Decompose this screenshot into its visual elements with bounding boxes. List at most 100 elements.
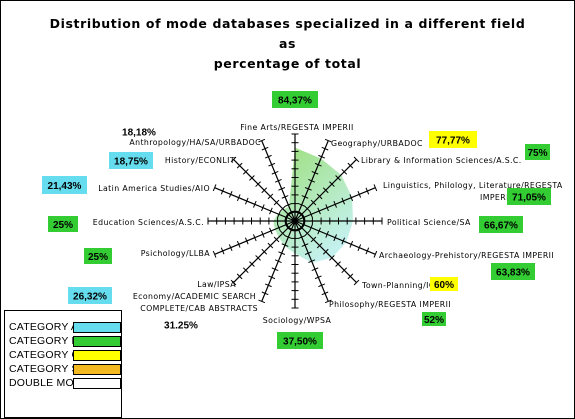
radar-tick: [255, 255, 261, 261]
value-badge-background: [507, 188, 551, 205]
svg-text:25%: 25%: [53, 220, 73, 231]
radar-tick: [261, 187, 268, 194]
radar-tick: [341, 168, 348, 175]
radar-value-label: 60%: [430, 277, 458, 291]
radar-tick: [220, 187, 225, 195]
value-badge-background: [48, 216, 78, 232]
radar-tick: [228, 244, 233, 252]
radar-tick: [274, 259, 282, 263]
radar-tick: [321, 291, 329, 296]
radar-tick: [236, 194, 241, 202]
svg-text:31.25%: 31.25%: [164, 321, 198, 332]
radar-tick: [212, 250, 217, 258]
radar-tick: [253, 234, 257, 242]
radar-axis-label: Linguistics, Philology, Literature/REGES…: [383, 181, 563, 202]
radar-tick: [325, 230, 329, 238]
svg-text:63,83%: 63,83%: [496, 268, 530, 279]
radar-tick: [230, 156, 237, 163]
value-badge-background: [109, 152, 153, 169]
radar-axis-label: Psichology/LLBA: [141, 249, 211, 258]
radar-value-label: 18,75%: [109, 152, 153, 169]
radar-axis-label: Philosophy/REGESTA IMPERII: [329, 300, 451, 309]
radar-tick: [353, 156, 360, 163]
radar-axis-label: Law/IPSA: [197, 280, 236, 289]
radar-tick: [244, 237, 249, 245]
radar-tick: [373, 250, 378, 258]
radar-tick: [268, 275, 276, 280]
radar-tick: [261, 291, 269, 296]
legend-label: CATEGORY B: [9, 335, 79, 347]
radar-tick: [236, 162, 243, 169]
radar-tick: [301, 243, 309, 247]
radar-tick: [321, 146, 329, 151]
radar-tick: [353, 279, 360, 286]
legend-label: DOUBLE MODE: [9, 377, 89, 389]
radar-axis-label: Archaeology-Prehistory/REGESTA IMPERII: [379, 251, 554, 260]
legend-swatch: [73, 350, 121, 361]
radar-tick: [284, 235, 292, 239]
radar-tick: [310, 236, 317, 243]
radar-tick: [284, 203, 292, 207]
radar-tick: [318, 154, 326, 159]
svg-text:Geography/URBADOC: Geography/URBADOC: [331, 139, 423, 148]
radar-tick: [314, 162, 322, 167]
radar-value-label: 63,83%: [491, 263, 535, 280]
radar-axis-label: History/ECONLIT: [165, 156, 235, 165]
radar-tick: [325, 204, 329, 212]
radar-tick: [279, 230, 286, 237]
radar-tick: [304, 251, 312, 255]
radar-tick: [253, 200, 257, 208]
radar-tick: [311, 267, 319, 272]
legend-swatch: [73, 378, 121, 389]
radar-value-label: 77,77%: [429, 131, 477, 148]
radar-tick: [373, 184, 378, 192]
radar-tick: [281, 195, 289, 199]
svg-text:Philosophy/REGESTA IMPERII: Philosophy/REGESTA IMPERII: [329, 300, 451, 309]
radar-tick: [333, 234, 337, 242]
radar-value-label: 18,18%: [122, 128, 156, 139]
radar-tick: [329, 255, 335, 261]
svg-text:Political Science/SA: Political Science/SA: [387, 218, 471, 227]
radar-tick: [264, 283, 272, 288]
radar-value-label: 31.25%: [164, 321, 198, 332]
radar-tick: [271, 267, 279, 272]
svg-text:Archaeology-Prehistory/REGESTA: Archaeology-Prehistory/REGESTA IMPERII: [379, 251, 554, 260]
radar-tick: [279, 205, 286, 212]
radar-tick: [273, 236, 280, 243]
radar-axis-label: Sociology/WPSA: [263, 316, 331, 325]
radar-tick: [298, 235, 306, 239]
svg-text:18,75%: 18,75%: [114, 157, 148, 168]
radar-tick: [249, 261, 255, 267]
svg-text:IMPERII: IMPERII: [480, 193, 511, 202]
radar-axis-label: Geography/URBADOC: [331, 139, 423, 148]
radar-tick: [357, 190, 362, 198]
radar-tick: [212, 184, 217, 192]
radar-tick: [258, 299, 266, 304]
svg-text:Latin America Studies/AIO: Latin America Studies/AIO: [98, 184, 210, 193]
radar-tick: [261, 230, 265, 238]
svg-text:Fine Arts/REGESTA IMPERII: Fine Arts/REGESTA IMPERII: [240, 123, 354, 132]
radar-tick: [365, 247, 370, 255]
radar-tick: [349, 194, 354, 202]
radar-tick: [242, 168, 249, 175]
radar-value-label: 25%: [48, 216, 78, 232]
svg-text:84,37%: 84,37%: [278, 96, 312, 107]
legend-label: CATEGORY A: [9, 321, 79, 333]
radar-tick: [318, 283, 326, 288]
radar-tick: [317, 207, 321, 215]
radar-tick: [304, 230, 311, 237]
radar-tick: [322, 187, 329, 194]
value-badge-background: [42, 176, 87, 194]
radar-tick: [278, 251, 286, 255]
radar-tick: [304, 205, 311, 212]
svg-text:71,05%: 71,05%: [512, 193, 546, 204]
radar-tick: [341, 197, 346, 205]
radar-tick: [324, 299, 332, 304]
radar-tick: [298, 203, 306, 207]
radar-tick: [244, 197, 249, 205]
svg-text:Psichology/LLBA: Psichology/LLBA: [141, 249, 211, 258]
radar-value-label: 75%: [525, 144, 550, 160]
radar-tick: [341, 267, 348, 274]
svg-text:COMPLETE/CAB ABSTRACTS: COMPLETE/CAB ABSTRACTS: [140, 304, 258, 313]
